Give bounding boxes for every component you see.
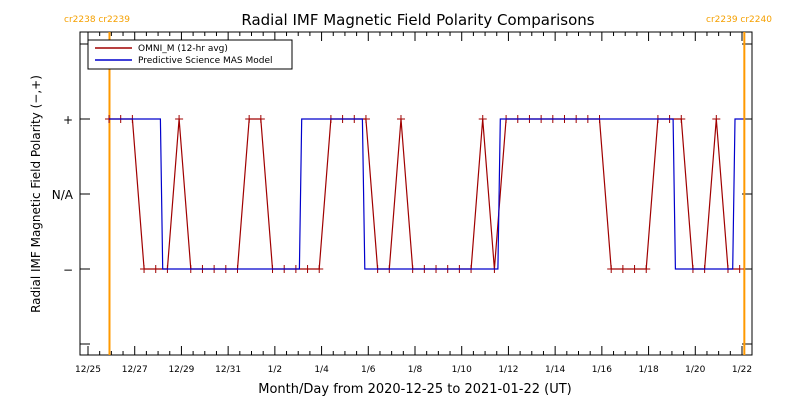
y-tick-label: N/A <box>52 188 74 202</box>
x-tick-label: 12/25 <box>75 365 101 375</box>
x-tick-label: 1/22 <box>732 365 752 375</box>
carrington-label: cr2239 cr2240 <box>706 15 772 25</box>
omni-data-point <box>630 265 639 273</box>
carrington-labels: cr2238 cr2239 cr2239 cr2240 <box>64 15 772 25</box>
chart-title: Radial IMF Magnetic Field Polarity Compa… <box>241 11 594 29</box>
mas-model-series-line <box>109 118 744 270</box>
plot-frame <box>79 31 753 356</box>
x-tick-label: 1/20 <box>685 365 705 375</box>
legend-entry-label: OMNI_M (12-hr avg) <box>138 44 228 54</box>
omni-data-point <box>175 115 184 123</box>
x-tick-label: 1/12 <box>498 365 518 375</box>
omni-data-point <box>642 265 651 273</box>
omni-data-point <box>735 265 744 273</box>
x-tick-label: 12/31 <box>215 365 241 375</box>
omni-data-point <box>361 115 370 123</box>
y-tick-label: + <box>63 113 73 127</box>
carrington-lines <box>108 32 746 355</box>
omni-data-point <box>396 115 405 123</box>
omni-data-point <box>245 115 254 123</box>
x-tick-label: 1/6 <box>361 365 376 375</box>
x-tick-label: 1/18 <box>638 365 658 375</box>
x-tick-label: 12/27 <box>122 365 148 375</box>
legend: OMNI_M (12-hr avg) Predictive Science MAS… <box>87 39 293 70</box>
legend-entry-label: Predictive Science MAS Model <box>138 56 273 66</box>
omni-data-point <box>303 265 312 273</box>
y-tick-label: − <box>63 263 73 277</box>
x-tick-label: 1/2 <box>268 365 282 375</box>
series-layer <box>105 115 744 273</box>
omni-data-point <box>478 115 487 123</box>
x-tick-label: 12/29 <box>168 365 194 375</box>
x-tick-label: 1/16 <box>592 365 612 375</box>
x-axis-label: Month/Day from 2020-12-25 to 2021-01-22 … <box>258 382 571 397</box>
omni-data-point <box>607 265 616 273</box>
omni-data-point <box>140 265 149 273</box>
omni-data-point <box>712 115 721 123</box>
x-tick-label: 1/14 <box>545 365 565 375</box>
omni-data-point <box>677 115 686 123</box>
y-axis-label: Radial IMF Magnetic Field Polarity (−,+) <box>29 75 43 313</box>
omni-data-point <box>151 265 160 273</box>
carrington-label: cr2238 cr2239 <box>64 15 130 25</box>
x-tick-label: 1/10 <box>452 365 472 375</box>
x-tick-label: 1/4 <box>314 365 329 375</box>
legend-box <box>87 39 293 70</box>
omni-data-point <box>315 265 324 273</box>
omni-data-point <box>256 115 265 123</box>
omni-series-line <box>109 118 740 270</box>
x-axis: 12/25 12/27 12/29 12/31 1/2 1/4 1/6 1/8 1/10 1/12… <box>75 32 752 375</box>
x-tick-label: 1/8 <box>408 365 423 375</box>
omni-data-point <box>618 265 627 273</box>
y-axis: + N/A − <box>52 43 752 345</box>
